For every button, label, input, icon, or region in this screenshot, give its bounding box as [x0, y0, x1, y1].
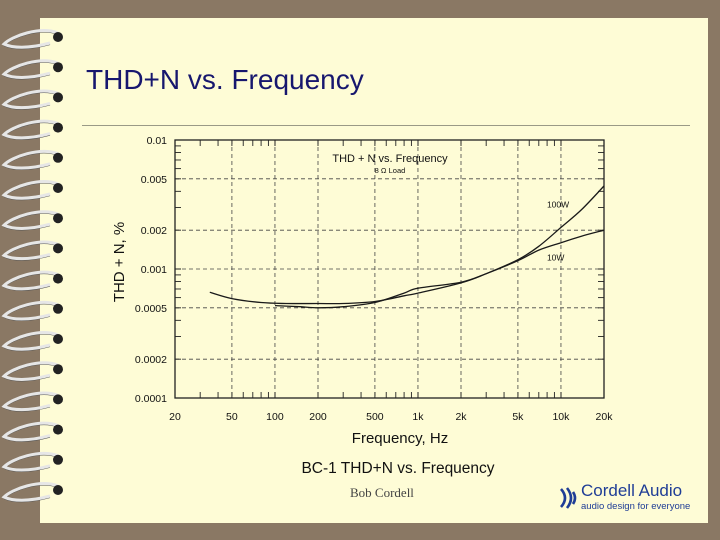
x-axis-label: Frequency, Hz [352, 430, 448, 447]
spiral-ring [1, 482, 63, 503]
x-tick-label: 10k [552, 411, 570, 423]
series-label: 100W [547, 199, 569, 209]
x-tick-label: 20k [596, 411, 614, 423]
x-tick-label: 100 [266, 411, 284, 423]
x-tick-label: 200 [309, 411, 327, 423]
y-tick-label: 0.0002 [135, 354, 167, 366]
author-name: Bob Cordell [350, 485, 414, 500]
chart-title: THD + N vs. Frequency [332, 153, 448, 165]
spiral-ring [1, 300, 63, 322]
spiral-ring [1, 149, 63, 171]
spiral-ring [1, 59, 63, 80]
x-tick-label: 20 [169, 411, 181, 423]
spiral-binding [1, 29, 63, 503]
spiral-ring [1, 89, 63, 110]
x-tick-label: 500 [366, 411, 384, 423]
spiral-ring [1, 391, 63, 412]
x-tick-label: 1k [412, 411, 424, 423]
x-tick-label: 5k [512, 411, 524, 423]
y-tick-label: 0.01 [147, 135, 168, 147]
slide-background [40, 18, 708, 523]
x-tick-label: 2k [455, 411, 467, 423]
spiral-ring [1, 29, 63, 50]
logo-mark-icon [559, 487, 577, 509]
logo-tagline: audio design for everyone [581, 501, 691, 512]
y-tick-label: 0.001 [141, 264, 167, 276]
x-tick-label: 50 [226, 411, 238, 423]
chart-series: 100W 10W [209, 185, 605, 309]
y-axis-label: THD + N, % [111, 222, 128, 302]
slide-title: THD+N vs. Frequency [86, 64, 364, 95]
spiral-ring [1, 270, 63, 291]
logo-name: Cordell Audio [581, 481, 683, 500]
spiral-ring [1, 331, 63, 352]
y-tick-label: 0.005 [141, 174, 167, 186]
series-label: 10W [547, 253, 564, 263]
chart-subtitle: 8 Ω Load [375, 166, 406, 175]
cordell-audio-logo: Cordell Audio audio design for everyone [557, 480, 697, 516]
chart-grid [175, 140, 604, 398]
spiral-ring [1, 119, 63, 140]
y-tick-label: 0.0001 [135, 393, 167, 405]
spiral-ring [1, 180, 63, 201]
title-divider [82, 125, 690, 126]
spiral-ring [1, 421, 63, 442]
y-tick-label: 0.0005 [135, 303, 167, 315]
chart-caption: BC-1 THD+N vs. Frequency [301, 460, 494, 477]
spiral-ring [1, 361, 63, 382]
spiral-ring [1, 240, 63, 261]
y-tick-label: 0.002 [141, 225, 167, 237]
spiral-ring [1, 451, 63, 473]
series-line-100w [209, 185, 605, 305]
series-line-10w [274, 229, 605, 309]
axis-ticks: 20 50 100 200 500 1k 2k 5k 10k 20k 0.0001 0.0002 0.0… [135, 135, 613, 423]
spiral-ring [1, 210, 63, 231]
